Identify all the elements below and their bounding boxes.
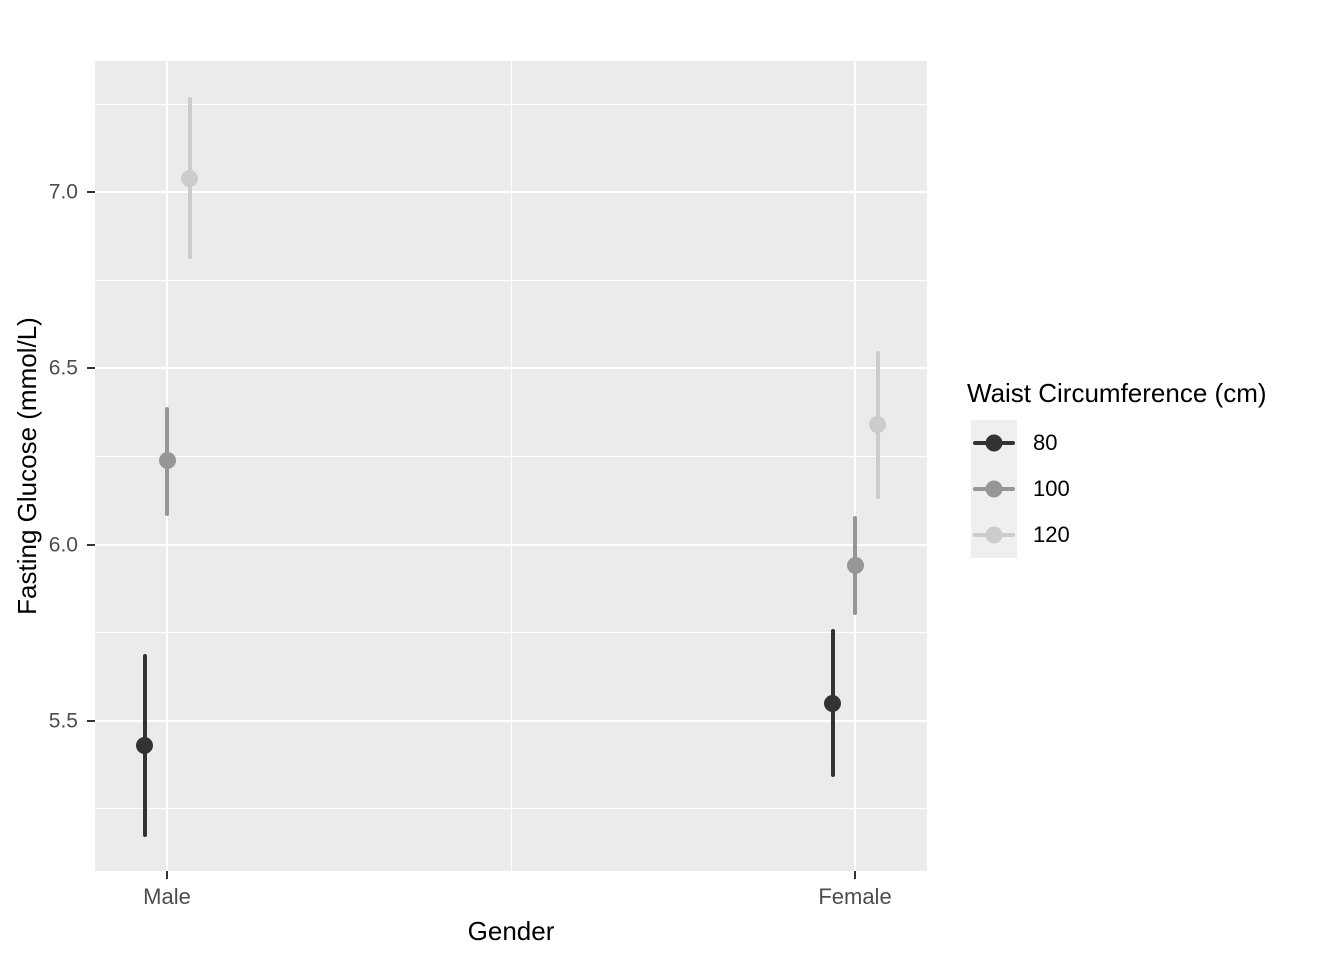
plot-panel [95,61,927,871]
point-female-80 [824,694,841,712]
x-tick-label-male: Male [143,884,191,909]
y-tick-label-7.0: 7.0 [48,180,78,204]
y-tick-label-5.5: 5.5 [48,709,78,733]
y-tick-mark-7.0 [87,191,95,194]
x-tick-mark-female [854,871,856,879]
legend-key-point-icon [985,526,1003,544]
legend-key-100 [971,466,1017,512]
major-gridline-y-6 [95,543,927,546]
major-gridline-y-5.5 [95,719,927,722]
point-male-120 [181,169,198,187]
x-tick-label-female: Female [818,884,892,909]
legend-key-point-icon [985,480,1003,498]
legend: Waist Circumference (cm) 80 100 120 [965,378,1267,558]
point-male-100 [158,451,176,469]
x-tick-mark-male [166,871,168,879]
legend-key-point-icon [985,434,1003,452]
legend-label-100: 100 [1033,476,1070,501]
y-axis-title: Fasting Glucose (mmol/L) [12,317,42,615]
y-tick-label-6.5: 6.5 [48,356,78,380]
point-female-100 [846,557,864,575]
point-female-120 [869,416,886,434]
legend-items: 80 100 120 [965,420,1267,558]
legend-key-80 [971,420,1017,466]
legend-title: Waist Circumference (cm) [967,378,1267,408]
major-gridline-y-6.5 [95,367,927,370]
legend-item-120: 120 [971,512,1267,558]
y-tick-mark-6.5 [87,367,95,370]
y-tick-mark-6.0 [87,543,95,546]
major-gridline-x-female [854,61,856,871]
major-gridline-y-7 [95,191,927,194]
y-tick-mark-5.5 [87,719,95,722]
legend-key-120 [971,512,1017,558]
legend-label-80: 80 [1033,430,1058,455]
y-tick-label-6.0: 6.0 [48,533,78,557]
minor-gridline-x-mid [510,61,512,871]
legend-item-100: 100 [971,466,1267,512]
x-axis-title: Gender [467,916,555,946]
legend-item-80: 80 [971,420,1267,466]
point-male-80 [136,736,153,754]
legend-label-120: 120 [1033,522,1070,547]
